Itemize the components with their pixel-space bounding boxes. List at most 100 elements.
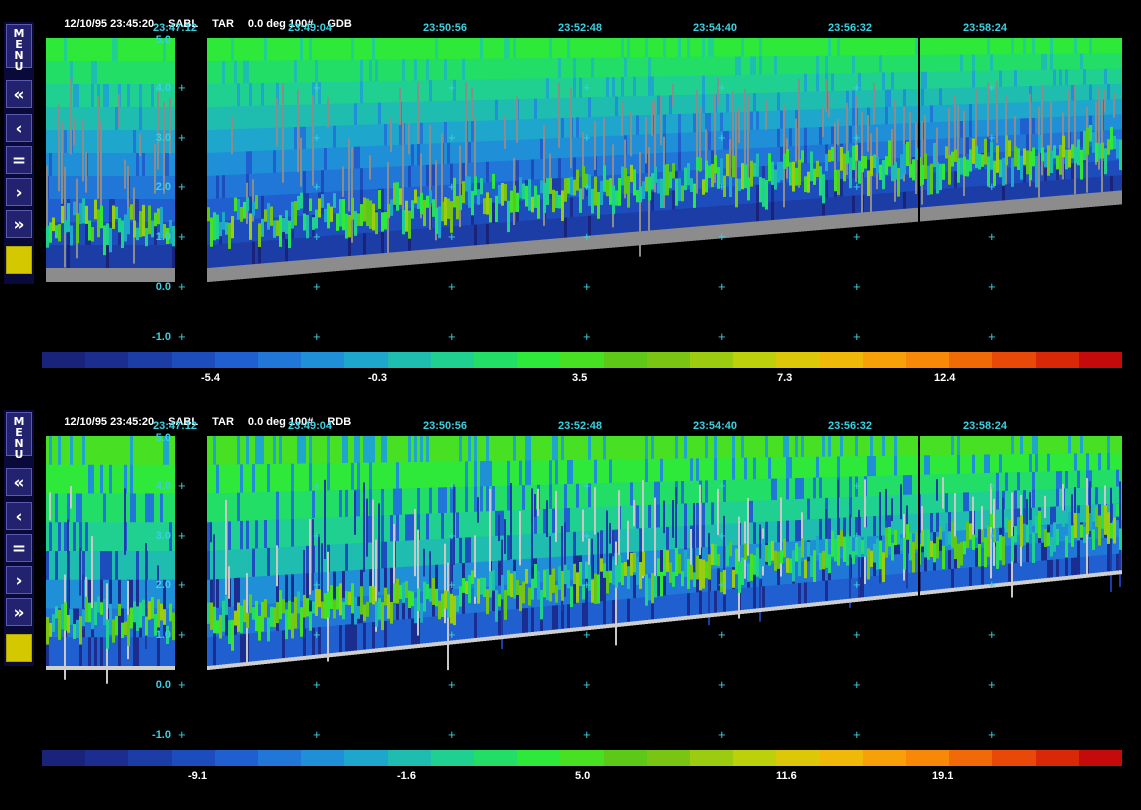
grid-plus-mark: +	[853, 677, 861, 692]
colorbar-swatch	[344, 750, 388, 766]
colorbar-swatch	[42, 352, 86, 368]
colorbar-swatch	[344, 352, 388, 368]
y-tick: 0.0	[155, 281, 171, 293]
colorbar-swatch	[819, 750, 863, 766]
grid-plus-mark: +	[313, 179, 321, 194]
step-forward-button[interactable]: ›	[6, 178, 32, 206]
step-forward-button[interactable]: ›	[6, 566, 32, 594]
grid-plus-mark: +	[313, 229, 321, 244]
grid-plus-mark: +	[583, 130, 591, 145]
header-product: RDB	[327, 416, 352, 428]
grid-plus-mark: +	[853, 627, 861, 642]
grid-plus-mark: +	[988, 577, 996, 592]
grid-plus-mark: +	[853, 528, 861, 543]
forward-fast-button[interactable]: »	[6, 210, 32, 238]
header-mode: TAR	[212, 416, 234, 428]
colorbar-swatch	[85, 750, 129, 766]
colorbar-label: 7.3	[777, 372, 793, 384]
grid-plus-mark: +	[313, 677, 321, 692]
colorbar-swatch	[992, 750, 1036, 766]
grid-plus-mark: +	[853, 727, 861, 742]
panel-header: 12/10/95 23:45:20 SABL TAR 0.0 deg 100# GDB	[52, 6, 366, 30]
time-tick: 23:58:24	[963, 22, 1008, 34]
grid-plus-mark: +	[988, 677, 996, 692]
rewind-fast-button[interactable]: «	[6, 468, 32, 496]
grid-plus-mark: +	[718, 329, 726, 344]
header-site: SABL	[168, 18, 199, 30]
y-tick: 3.0	[155, 530, 171, 542]
header-angle: 0.0 deg 100#	[247, 416, 314, 428]
grid-plus-mark: +	[583, 528, 591, 543]
color-toggle-button[interactable]	[6, 634, 32, 662]
colorbar-swatch	[171, 750, 215, 766]
colorbar-swatch	[603, 750, 647, 766]
colorbar-swatch	[85, 352, 129, 368]
rewind-fast-button[interactable]: «	[6, 80, 32, 108]
colorbar-label: -0.3	[368, 372, 387, 384]
y-tick: 3.0	[155, 132, 171, 144]
rdb-radar-plot: + + + + + + + + + + + + + + + + + + + + + + + + + + + + + + + + + + + + + + + +…	[46, 436, 1122, 742]
time-tick: 23:54:40	[693, 22, 738, 34]
grid-plus-mark: +	[178, 677, 186, 692]
grid-plus-mark: +	[313, 627, 321, 642]
step-back-button[interactable]: ‹	[6, 502, 32, 530]
time-tick: 23:47:12	[153, 420, 198, 432]
time-tick: 23:54:40	[693, 420, 738, 432]
colorbar-label: -5.4	[201, 372, 220, 384]
y-tick: 4.0	[155, 82, 171, 94]
grid-plus-mark: +	[313, 577, 321, 592]
grid-plus-mark: +	[448, 577, 456, 592]
colorbar-swatch	[560, 352, 604, 368]
colorbar-swatch	[603, 352, 647, 368]
grid-plus-mark: +	[718, 80, 726, 95]
grid-plus-mark: +	[448, 130, 456, 145]
forward-fast-button[interactable]: »	[6, 598, 32, 626]
colorbar-swatch	[171, 352, 215, 368]
color-toggle-button[interactable]	[6, 246, 32, 274]
grid-plus-mark: +	[718, 179, 726, 194]
grid-plus-mark: +	[448, 677, 456, 692]
grid-plus-mark: +	[583, 179, 591, 194]
colorbar-swatch	[690, 750, 734, 766]
grid-plus-mark: +	[853, 279, 861, 294]
grid-plus-mark: +	[313, 80, 321, 95]
time-tick: 23:56:32	[828, 420, 873, 432]
header-date: 12/10/95 23:45:20	[64, 416, 155, 428]
grid-plus-mark: +	[718, 478, 726, 493]
grid-plus-mark: +	[448, 229, 456, 244]
colorbar-swatch	[214, 750, 259, 766]
y-tick: -1.0	[152, 729, 171, 741]
grid-plus-mark: +	[448, 329, 456, 344]
colorbar-label: 3.5	[572, 372, 588, 384]
grid-plus-mark: +	[988, 130, 996, 145]
colorbar-swatch	[301, 750, 345, 766]
grid-plus-mark: +	[178, 478, 186, 493]
gdb-panel: 12/10/95 23:45:20 SABL TAR 0.0 deg 100# GDB …	[0, 0, 1141, 400]
colorbar-swatch	[387, 750, 431, 766]
grid-plus-mark: +	[448, 627, 456, 642]
colorbar-swatch	[1035, 750, 1079, 766]
panel-header: 12/10/95 23:45:20 SABL TAR 0.0 deg 100# RDB	[52, 404, 365, 428]
colorbar-swatch	[646, 352, 691, 368]
colorbar	[42, 750, 1123, 766]
y-tick: 5.0	[155, 34, 171, 46]
header-site: SABL	[168, 416, 199, 428]
step-back-button[interactable]: ‹	[6, 114, 32, 142]
colorbar-swatch	[646, 750, 691, 766]
colorbar-swatch	[301, 352, 345, 368]
pause-button[interactable]: =	[6, 534, 32, 562]
grid-plus-mark: +	[718, 528, 726, 543]
colorbar-swatch	[387, 352, 431, 368]
y-tick: 1.0	[155, 231, 171, 243]
grid-plus-mark: +	[448, 279, 456, 294]
colorbar-swatch	[1078, 750, 1123, 766]
colorbar-swatch	[776, 750, 820, 766]
grid-plus-mark: +	[853, 130, 861, 145]
pause-button[interactable]: =	[6, 146, 32, 174]
grid-plus-mark: +	[988, 727, 996, 742]
